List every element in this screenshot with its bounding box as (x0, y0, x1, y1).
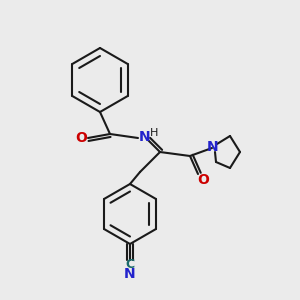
Text: O: O (75, 131, 87, 145)
Text: C: C (125, 257, 135, 271)
Text: N: N (124, 267, 136, 281)
Text: N: N (139, 130, 151, 144)
Text: N: N (207, 140, 219, 154)
Text: H: H (150, 128, 158, 138)
Text: O: O (197, 173, 209, 187)
